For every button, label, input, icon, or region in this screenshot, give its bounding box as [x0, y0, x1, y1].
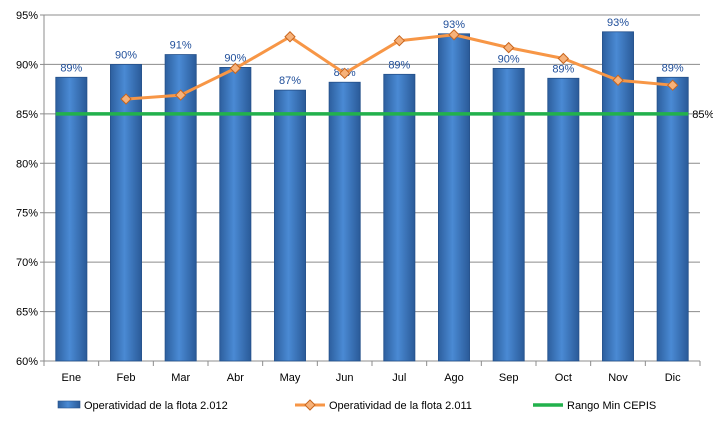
line-marker	[448, 29, 460, 41]
x-tick-label: Nov	[608, 372, 628, 384]
bar-data-label: 89%	[662, 62, 684, 74]
x-tick-label: Jul	[392, 372, 406, 384]
y-tick-label: 85%	[16, 109, 38, 121]
line-marker	[229, 62, 242, 75]
y-tick-label: 70%	[16, 257, 38, 269]
line-marker	[557, 52, 570, 65]
reference-line-label: 85%	[692, 109, 713, 121]
line-marker	[393, 34, 406, 47]
bar-data-label: 91%	[170, 40, 192, 52]
bar	[547, 77, 580, 362]
x-tick-label: Ago	[444, 372, 464, 384]
bar-data-label: 89%	[552, 63, 574, 75]
bar	[383, 73, 416, 362]
line-marker	[174, 89, 187, 101]
line-series	[120, 29, 679, 105]
reference-line: 85%	[55, 109, 713, 121]
bar-data-labels: 89%90%91%90%87%88%89%93%90%89%93%89%	[60, 17, 684, 87]
y-tick-labels: 60% 65% 70% 75% 80% 85% 90% 95%	[16, 10, 38, 368]
y-tick-label: 80%	[16, 158, 38, 170]
x-tick-label: May	[280, 372, 301, 384]
bar	[438, 33, 470, 362]
bar	[602, 31, 634, 362]
y-tick-label: 75%	[16, 208, 38, 220]
bar-data-label: 90%	[115, 49, 137, 61]
line-marker	[338, 67, 351, 80]
bar-data-label: 90%	[224, 52, 246, 64]
x-tick-label: Jun	[336, 372, 354, 384]
bar	[164, 54, 197, 362]
bar	[328, 81, 361, 362]
bar	[492, 67, 525, 362]
legend-label: Rango Min CEPIS	[567, 400, 656, 412]
bar-series	[55, 31, 689, 362]
line-marker	[666, 79, 679, 91]
x-tick-label: Sep	[499, 372, 519, 384]
bar	[110, 64, 142, 362]
bar	[55, 76, 88, 362]
bar-data-label: 89%	[60, 62, 82, 74]
legend-label: Operatividad de la flota 2.012	[84, 400, 228, 412]
line-marker	[612, 74, 624, 86]
x-tick-label: Feb	[117, 372, 136, 384]
bar	[656, 76, 689, 362]
x-tick-label: Mar	[171, 372, 190, 384]
legend: Operatividad de la flota 2.012 Operativid…	[57, 399, 656, 412]
x-tick-label: Abr	[227, 372, 244, 384]
bar-data-label: 87%	[279, 75, 301, 87]
bar	[274, 89, 306, 362]
legend-label: Operatividad de la flota 2.011	[329, 400, 472, 412]
line-marker	[120, 93, 132, 105]
axes	[40, 14, 701, 366]
x-tick-label: Ene	[62, 372, 82, 384]
y-tick-label: 95%	[16, 10, 38, 22]
legend-swatch-bar	[57, 400, 81, 409]
line-marker	[284, 31, 296, 43]
y-tick-label: 65%	[16, 307, 38, 319]
y-tick-label: 90%	[16, 59, 38, 71]
line-marker	[502, 41, 515, 54]
bar-data-label: 90%	[498, 53, 520, 65]
grid-lines	[44, 14, 700, 362]
bar-data-label: 93%	[607, 17, 629, 29]
x-tick-label: Dic	[665, 372, 681, 384]
legend-swatch-marker	[304, 399, 316, 411]
bar-data-label: 89%	[388, 59, 410, 71]
y-tick-label: 60%	[16, 356, 38, 368]
bar-data-label: 93%	[443, 19, 465, 31]
x-tick-label: Oct	[555, 372, 572, 384]
x-tick-labels: Ene Feb Mar Abr May Jun Jul Ago Sep Oct Nov Dic	[62, 372, 682, 384]
bar	[219, 66, 252, 362]
